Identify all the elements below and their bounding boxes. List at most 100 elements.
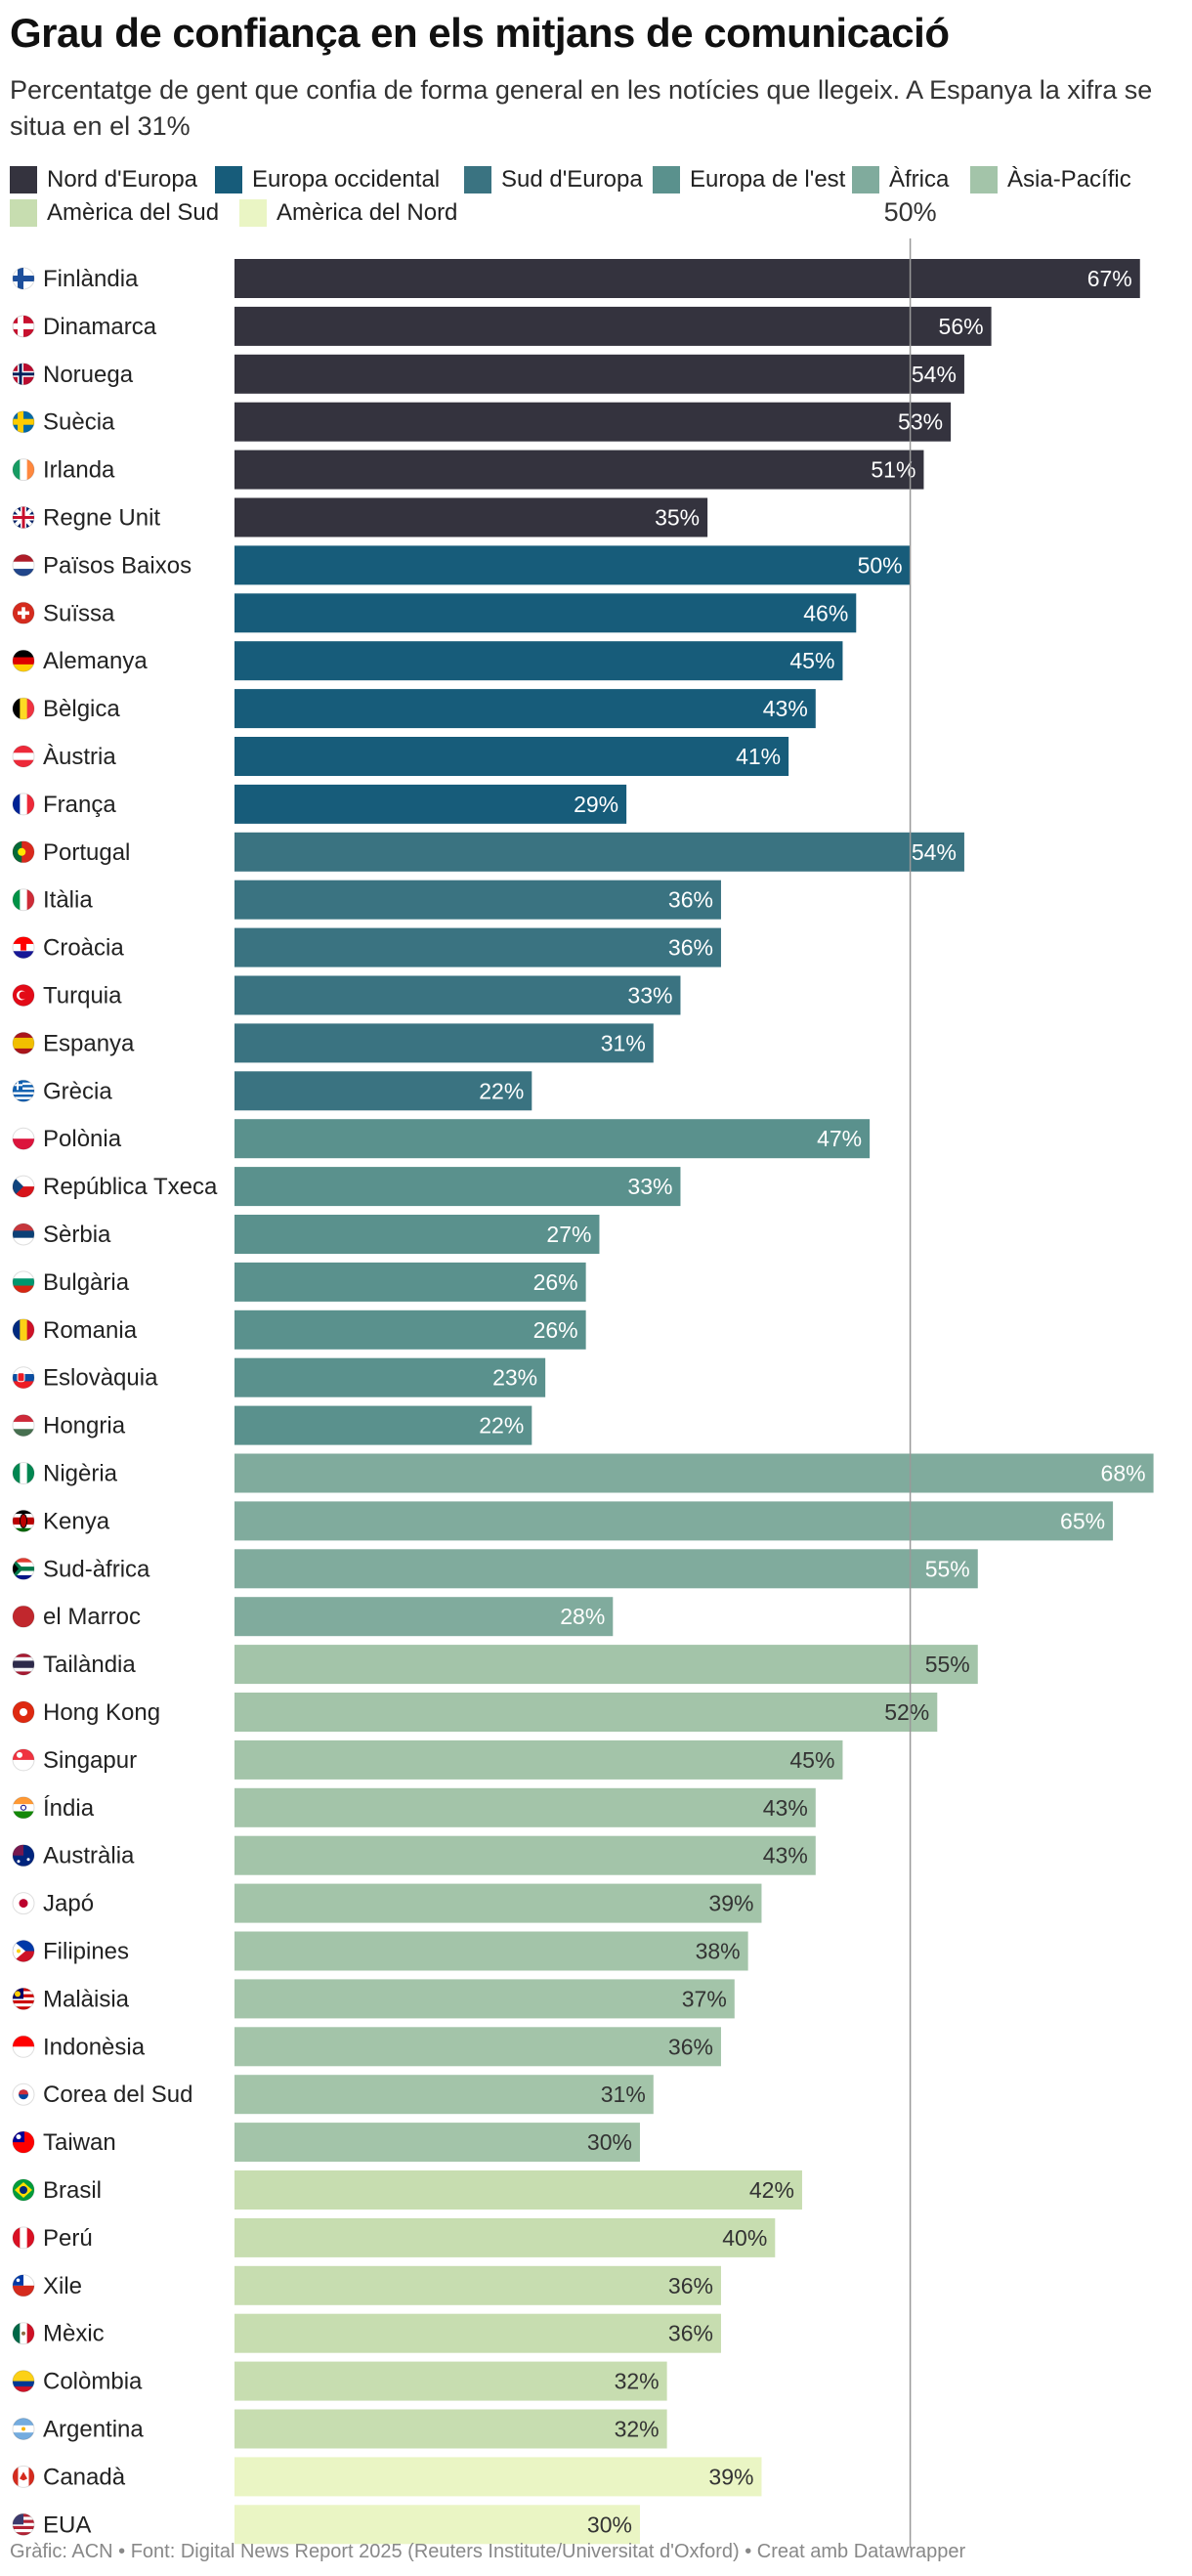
legend-swatch [653, 166, 680, 193]
legend-swatch [215, 166, 242, 193]
taiwan-flag-icon [12, 2130, 35, 2154]
legend-item: Europa occidental [215, 166, 440, 193]
data-label: 43% [763, 1843, 808, 1868]
bar [234, 2123, 640, 2163]
bar-row: Kenya 65% [12, 1501, 1114, 1541]
category-label: Hongria [43, 1413, 126, 1439]
legend-swatch [10, 166, 37, 193]
philippines-flag-icon [12, 1940, 35, 1962]
data-label: 55% [925, 1652, 970, 1677]
bar [234, 402, 952, 442]
bar [234, 2361, 667, 2401]
data-label: 22% [479, 1413, 524, 1438]
chart-subtitle: Percentatge de gent que confia de forma … [10, 75, 1153, 141]
category-label: Grècia [43, 1078, 112, 1104]
category-label: República Txeca [43, 1174, 218, 1200]
bar [234, 1023, 654, 1063]
bar-row: Xile 36% [12, 2265, 721, 2305]
data-label: 42% [749, 2177, 794, 2203]
legend-item: Nord d'Europa [10, 166, 197, 193]
category-label: Índia [43, 1795, 95, 1822]
category-label: Dinamarca [43, 314, 157, 340]
bar-row: Colòmbia 32% [12, 2361, 667, 2401]
data-label: 32% [615, 2369, 660, 2394]
data-label: 52% [884, 1699, 929, 1725]
data-label: 56% [939, 314, 984, 339]
bar [234, 2170, 802, 2210]
slovakia-flag-icon [12, 1366, 35, 1390]
data-label: 50% [858, 552, 903, 578]
australia-flag-icon [12, 1844, 35, 1868]
uk-flag-icon [12, 506, 35, 529]
bar-row: Perú 40% [12, 2217, 776, 2257]
colombia-flag-icon [12, 2370, 35, 2393]
data-label: 36% [668, 935, 713, 961]
bar [234, 450, 924, 490]
data-label: 37% [682, 1986, 727, 2011]
canada-flag-icon [12, 2465, 35, 2488]
belgium-flag-icon [12, 697, 35, 720]
bar [234, 1739, 843, 1780]
germany-flag-icon [12, 649, 35, 672]
data-label: 41% [736, 744, 781, 769]
bar-row: Indonèsia 36% [12, 2027, 721, 2067]
bar-row: Alemanya 45% [12, 641, 843, 681]
bar [234, 2457, 762, 2497]
data-label: 33% [627, 983, 672, 1009]
data-label: 39% [708, 1891, 753, 1916]
bar [234, 306, 992, 346]
data-label: 29% [574, 792, 618, 817]
data-label: 30% [587, 2512, 632, 2537]
bar [234, 1309, 586, 1350]
category-label: el Marroc [43, 1604, 141, 1630]
bar-row: Mèxic 36% [12, 2313, 721, 2353]
bar-row: Països Baixos 50% [12, 545, 911, 585]
bar-row: Taiwan 30% [12, 2123, 640, 2163]
bar-row: Sud-àfrica 55% [12, 1549, 978, 1589]
data-label: 27% [546, 1222, 591, 1247]
bar-row: Suïssa 46% [12, 593, 857, 633]
category-label: EUA [43, 2512, 91, 2538]
category-label: Colòmbia [43, 2369, 143, 2395]
bar [234, 975, 681, 1015]
bar [234, 2027, 721, 2067]
bar [234, 737, 789, 776]
data-label: 36% [668, 2273, 713, 2298]
data-label: 46% [803, 600, 848, 625]
bar-row: Dinamarca 56% [12, 306, 992, 346]
denmark-flag-icon [12, 315, 35, 338]
legend-label: Europa de l'est [690, 166, 846, 193]
data-label: 26% [533, 1269, 578, 1295]
category-label: Sèrbia [43, 1222, 111, 1248]
bar [234, 259, 1140, 298]
bar [234, 1979, 735, 2019]
bar [234, 2265, 721, 2305]
bar [234, 784, 627, 824]
mexico-flag-icon [12, 2322, 35, 2345]
chart-footer: Gràfic: ACN • Font: Digital News Report … [10, 2541, 966, 2562]
data-label: 36% [668, 887, 713, 913]
bar [234, 1453, 1154, 1493]
category-label: Indonèsia [43, 2034, 146, 2060]
bar [234, 2505, 640, 2545]
south-korea-flag-icon [12, 2082, 35, 2106]
bulgaria-flag-icon [12, 1270, 35, 1294]
legend-item: Sud d'Europa [464, 166, 643, 193]
bar-row: Sèrbia 27% [12, 1215, 600, 1254]
bar-row: Noruega 54% [12, 354, 964, 394]
legend-swatch [970, 166, 998, 193]
bar-row: Índia 43% [12, 1787, 816, 1827]
bar-row: Malàisia 37% [12, 1979, 735, 2019]
category-label: Portugal [43, 839, 130, 866]
bar [234, 1357, 546, 1397]
bar [234, 497, 708, 537]
bar-row: Japó 39% [12, 1883, 762, 1923]
data-label: 67% [1087, 266, 1132, 291]
france-flag-icon [12, 793, 35, 816]
legend-label: Europa occidental [252, 166, 441, 193]
category-label: Turquia [43, 983, 122, 1009]
bar [234, 1931, 748, 1971]
sweden-flag-icon [12, 410, 35, 434]
bar-row: Polònia 47% [12, 1119, 871, 1159]
spain-flag-icon [12, 1031, 35, 1054]
